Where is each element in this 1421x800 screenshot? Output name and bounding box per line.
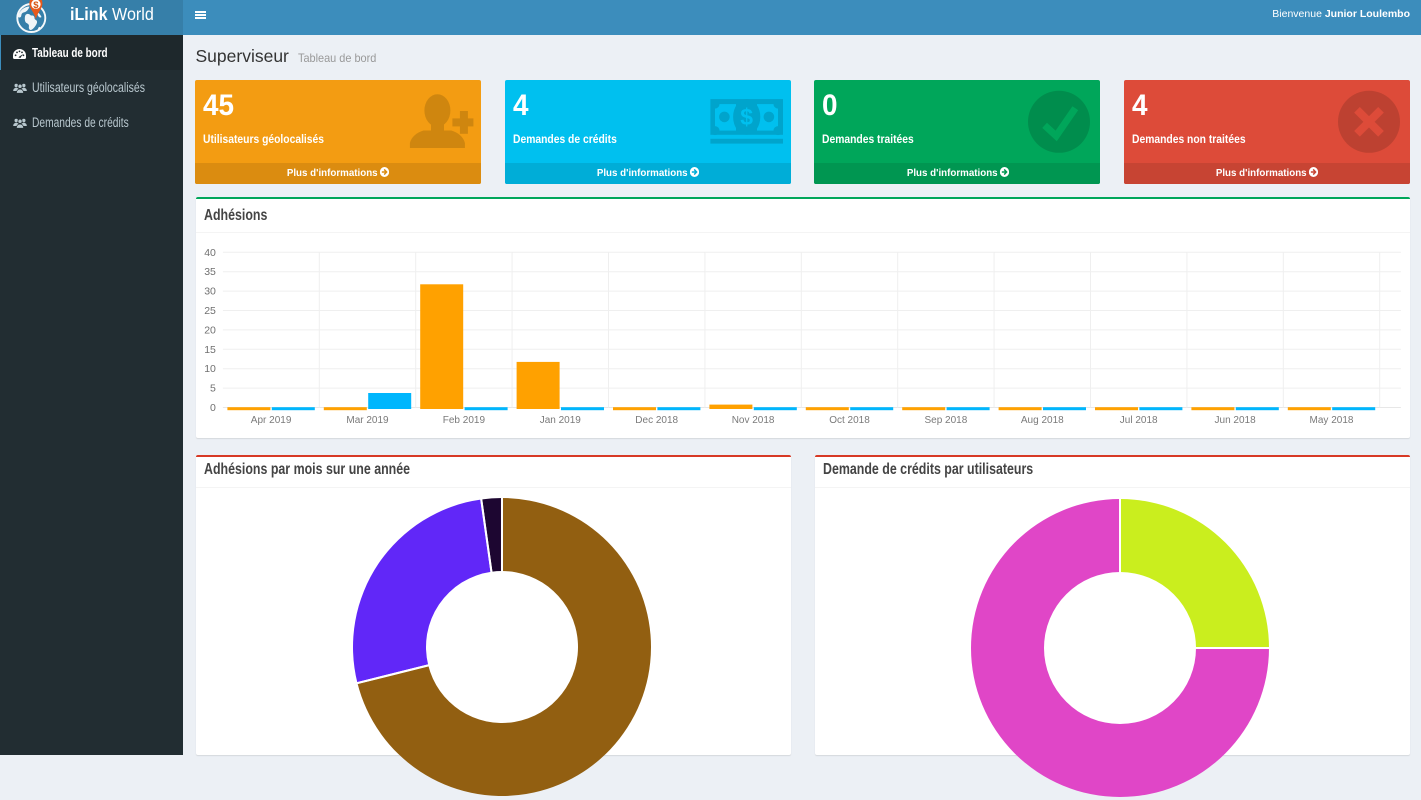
svg-text:5: 5 — [210, 383, 216, 395]
svg-text:Jun 2018: Jun 2018 — [1214, 415, 1256, 426]
svg-text:0: 0 — [210, 402, 216, 414]
svg-text:35: 35 — [204, 266, 216, 278]
svg-text:Apr 2019: Apr 2019 — [250, 415, 291, 426]
svg-text:10: 10 — [204, 363, 216, 375]
svg-text:Sep 2018: Sep 2018 — [924, 415, 967, 426]
svg-text:20: 20 — [204, 324, 216, 336]
svg-text:Nov 2018: Nov 2018 — [731, 415, 774, 426]
svg-text:Jan 2019: Jan 2019 — [539, 415, 581, 426]
svg-text:25: 25 — [204, 305, 216, 317]
svg-text:40: 40 — [204, 247, 216, 259]
svg-text:Mar 2019: Mar 2019 — [346, 415, 389, 426]
svg-text:Oct 2018: Oct 2018 — [829, 415, 870, 426]
svg-text:Jul 2018: Jul 2018 — [1119, 415, 1157, 426]
svg-text:May 2018: May 2018 — [1309, 415, 1353, 426]
svg-text:$: $ — [33, 0, 39, 11]
svg-text:30: 30 — [204, 286, 216, 298]
svg-text:$: $ — [740, 104, 753, 130]
svg-text:Feb 2019: Feb 2019 — [442, 415, 485, 426]
svg-text:15: 15 — [204, 344, 216, 356]
svg-text:Aug 2018: Aug 2018 — [1020, 415, 1063, 426]
svg-text:Dec 2018: Dec 2018 — [635, 415, 678, 426]
